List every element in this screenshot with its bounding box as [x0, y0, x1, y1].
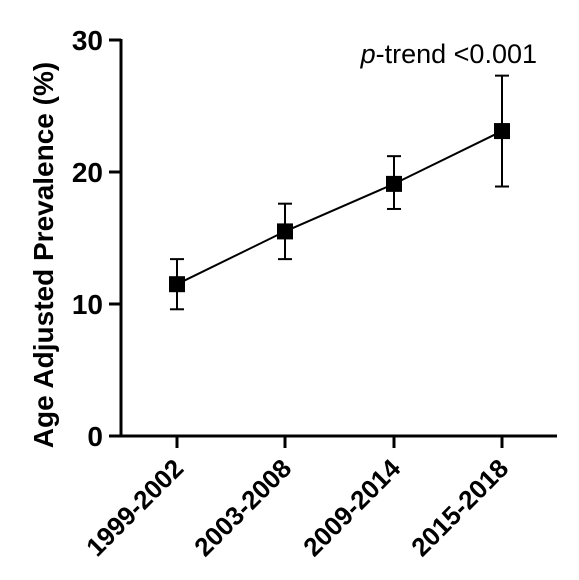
x-tick-label: 2009-2014: [297, 453, 407, 563]
data-point-square: [494, 123, 510, 140]
y-tick-label: 10: [72, 289, 103, 320]
p-trend-italic: p: [360, 39, 376, 69]
data-marks: [169, 74, 510, 311]
y-tick-label: 0: [87, 421, 103, 452]
p-trend-annotation: p-trend <0.001: [360, 39, 537, 69]
series-line: [176, 130, 503, 286]
x-tick-label: 2003-2008: [188, 453, 297, 562]
data-point-square: [169, 276, 185, 293]
data-point-square: [386, 175, 402, 192]
y-tick-label: 30: [72, 25, 103, 56]
x-tick-label: 2015-2018: [405, 453, 514, 562]
p-trend-text: -trend <0.001: [376, 39, 537, 69]
x-tick-label: 1999-2002: [80, 453, 189, 562]
data-point-square: [277, 223, 293, 240]
y-axis-label: Age Adjusted Prevalence (%): [28, 62, 59, 448]
y-tick-label: 20: [72, 157, 103, 188]
